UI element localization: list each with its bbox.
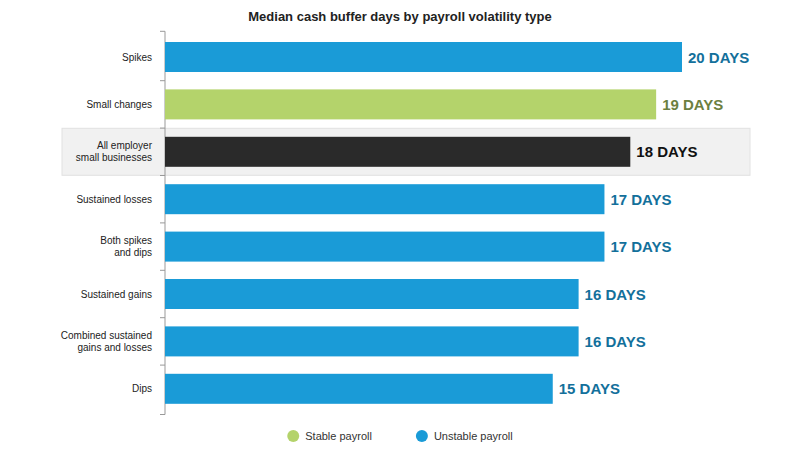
bar [165, 89, 656, 119]
bar [165, 184, 604, 214]
category-label-line: Combined sustained [61, 330, 152, 341]
legend-label: Stable payroll [305, 430, 372, 442]
bar [165, 42, 682, 72]
legend-swatch [287, 430, 299, 442]
legend: Stable payroll Unstable payroll [287, 430, 513, 442]
axis-tick [160, 222, 165, 223]
category-label: Spikes [122, 52, 152, 63]
category-label-line: small businesses [76, 152, 152, 163]
bar [165, 137, 630, 167]
category-label-line: Small changes [86, 99, 152, 110]
category-label-line: gains and losses [78, 342, 153, 353]
category-label-line: and dips [114, 247, 152, 258]
category-label-line: Both spikes [100, 235, 152, 246]
bar [165, 279, 579, 309]
bar [165, 232, 604, 262]
category-label: Both spikesand dips [100, 235, 152, 258]
bar [165, 326, 579, 356]
category-label: Sustained losses [76, 194, 152, 205]
data-label: 19 DAYS [662, 96, 723, 113]
axis-tick [160, 365, 165, 366]
axis-tick [160, 317, 165, 318]
category-label: Combined sustainedgains and losses [61, 330, 152, 353]
axis-tick [160, 80, 165, 81]
data-label: 16 DAYS [585, 286, 646, 303]
data-label: 17 DAYS [610, 238, 671, 255]
category-label: Sustained gains [81, 289, 152, 300]
category-label-line: Sustained losses [76, 194, 152, 205]
category-label: All employersmall businesses [76, 140, 153, 163]
axis-tick [160, 128, 165, 129]
category-label-line: Dips [132, 383, 152, 394]
bars [165, 42, 682, 404]
category-label: Dips [132, 383, 152, 394]
category-label-line: Sustained gains [81, 289, 152, 300]
axis-tick [160, 414, 165, 415]
data-label: 20 DAYS [688, 49, 749, 66]
category-label: Small changes [86, 99, 152, 110]
data-label: 15 DAYS [559, 380, 620, 397]
legend-label: Unstable payroll [434, 430, 513, 442]
category-label-line: All employer [97, 140, 153, 151]
axis-tick [160, 31, 165, 32]
data-label: 18 DAYS [636, 143, 697, 160]
data-label: 17 DAYS [610, 191, 671, 208]
title: Median cash buffer days by payroll volat… [248, 9, 551, 24]
axis-tick [160, 175, 165, 176]
category-label-line: Spikes [122, 52, 152, 63]
data-label: 16 DAYS [585, 333, 646, 350]
axis-tick [160, 270, 165, 271]
bar [165, 374, 553, 404]
chart: Median cash buffer days by payroll volat… [0, 0, 800, 450]
legend-swatch [416, 430, 428, 442]
